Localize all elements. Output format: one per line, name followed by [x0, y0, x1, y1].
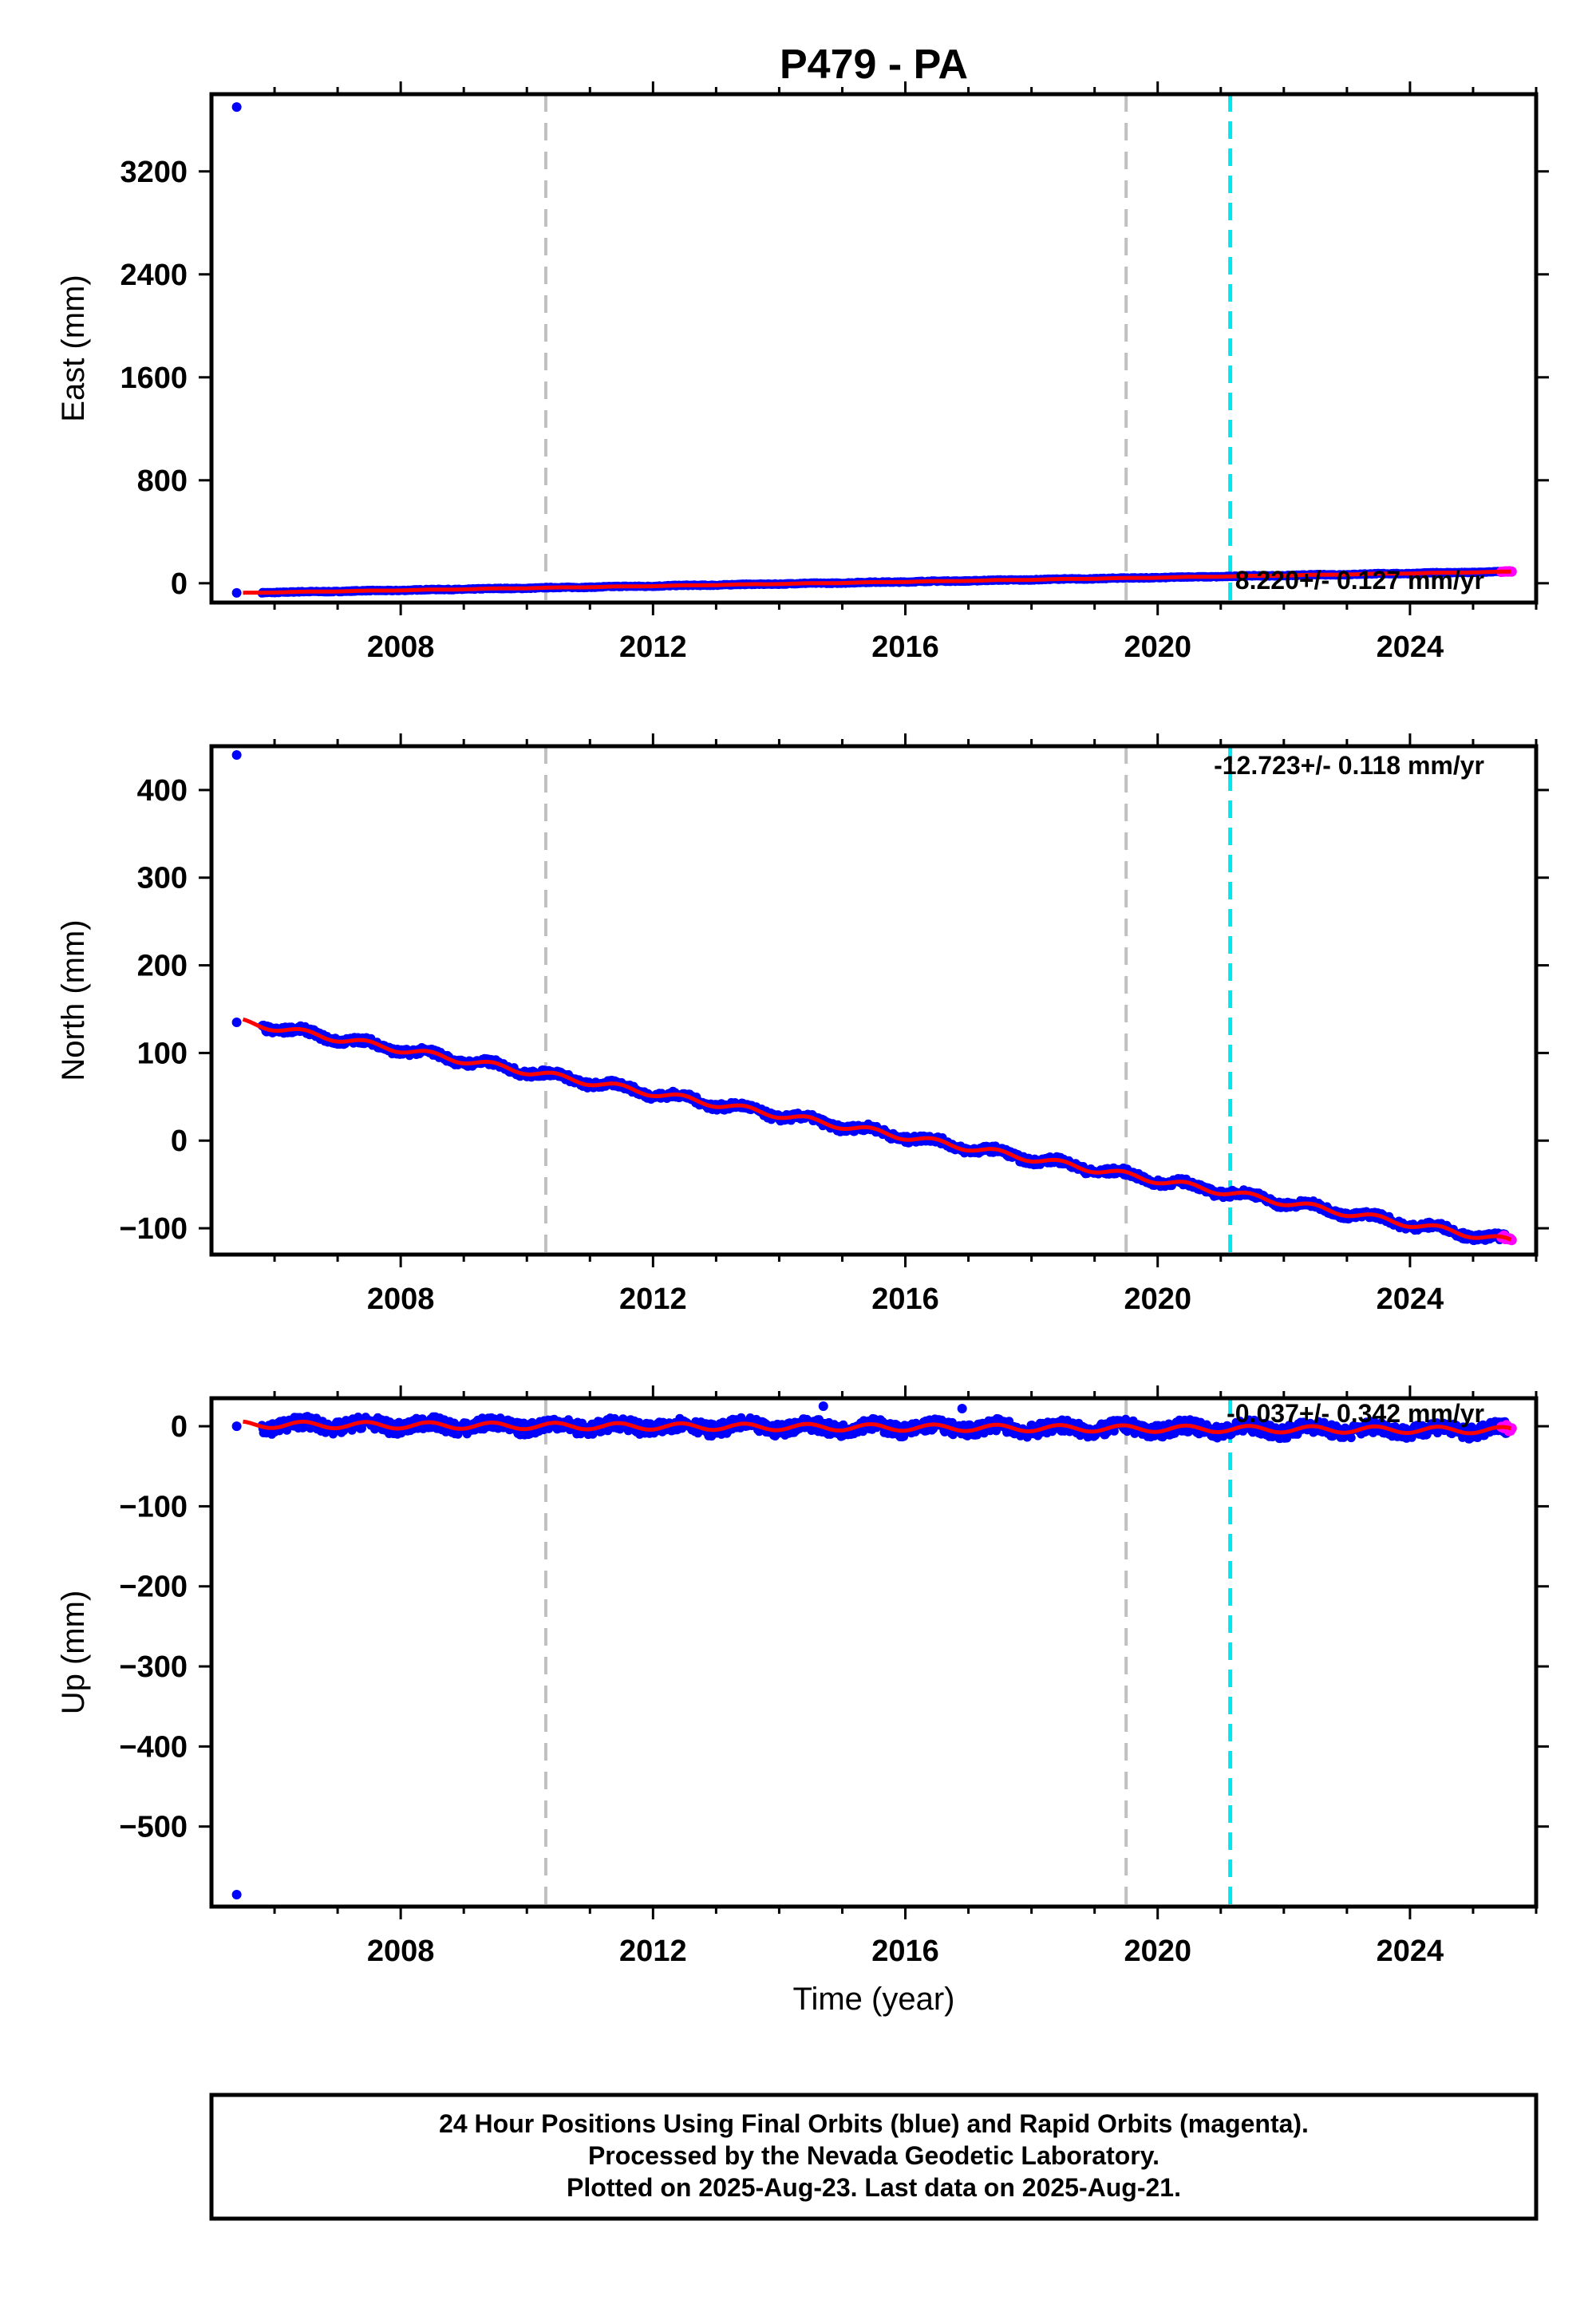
y-tick-label: 100 [137, 1037, 188, 1070]
velocity-rate-label: 8.220+/- 0.127 mm/yr [1235, 566, 1484, 595]
x-tick-label: 2020 [1124, 630, 1191, 664]
y-axis-label: East (mm) [56, 275, 91, 421]
model-fit-line [242, 1017, 1512, 1242]
figure-title: P479 - PA [780, 41, 968, 88]
y-tick-label: 1600 [120, 362, 188, 395]
x-tick-label: 2020 [1124, 1935, 1191, 1968]
plot-frame [209, 92, 1539, 605]
footer-box: 24 Hour Positions Using Final Orbits (bl… [209, 2093, 1539, 2221]
model-fit-line [243, 569, 1511, 595]
outlier-point-0 [231, 1889, 242, 1899]
x-tick-label: 2020 [1124, 1282, 1191, 1316]
y-axis-label: North (mm) [56, 919, 91, 1081]
y-tick-label: 800 [137, 464, 188, 498]
x-axis-label: Time (year) [793, 1982, 955, 2017]
y-tick-label: −100 [119, 1212, 188, 1246]
outlier-point-2 [818, 1401, 828, 1412]
outlier-point-1 [231, 1421, 242, 1432]
y-tick-label: 300 [137, 862, 188, 895]
y-tick-label: 0 [171, 567, 188, 601]
x-tick-label: 2016 [871, 630, 939, 664]
outlier-point-1 [231, 587, 242, 598]
y-axis-label: Up (mm) [56, 1591, 91, 1715]
x-tick-label: 2016 [871, 1935, 939, 1968]
x-tick-label: 2012 [619, 1282, 687, 1316]
x-tick-label: 2012 [619, 630, 687, 664]
model-fit-line [243, 1419, 1512, 1436]
y-tick-label: −200 [119, 1571, 188, 1604]
y-tick-label: 400 [137, 774, 188, 808]
footer-line-1: 24 Hour Positions Using Final Orbits (bl… [439, 2109, 1309, 2138]
x-tick-label: 2024 [1377, 1935, 1444, 1968]
north-panel: 2008 2012 2016 2020 2024 −100 0 100 200 300 400 Nor… [56, 733, 1549, 1316]
data-series [231, 1401, 1517, 1899]
x-tick-label: 2016 [871, 1282, 939, 1316]
footer-line-2: Processed by the Nevada Geodetic Laborat… [588, 2141, 1159, 2170]
y-tick-label: 200 [137, 950, 188, 983]
y-tick-label: 2400 [120, 259, 188, 292]
y-tick-label: 3200 [120, 156, 188, 189]
x-tick-label: 2008 [367, 1935, 435, 1968]
plot-frame [209, 744, 1539, 1257]
y-tick-label: −500 [119, 1811, 188, 1844]
y-tick-label: −400 [119, 1730, 188, 1764]
outlier-point-0 [231, 749, 242, 760]
velocity-rate-label: -0.037+/- 0.342 mm/yr [1227, 1399, 1484, 1428]
outlier-point-0 [231, 102, 242, 113]
x-tick-label: 2024 [1377, 1282, 1444, 1316]
velocity-rate-label: -12.723+/- 0.118 mm/yr [1214, 751, 1484, 780]
y-tick-label: 0 [171, 1410, 188, 1444]
outlier-point-3 [957, 1404, 967, 1414]
up-panel: 2008 2012 2016 2020 2024 −500 −400 −300 −200 −100… [56, 1385, 1549, 1968]
x-tick-label: 2024 [1377, 630, 1444, 664]
x-tick-label: 2008 [367, 630, 435, 664]
y-tick-label: 0 [171, 1124, 188, 1158]
footer-line-3: Plotted on 2025-Aug-23. Last data on 202… [567, 2173, 1181, 2202]
data-series [231, 749, 1517, 1246]
plot-frame [209, 1396, 1539, 1909]
data-series [231, 102, 1517, 598]
east-panel: 2008 2012 2016 2020 2024 0 800 1600 2400 3200 East… [56, 81, 1549, 664]
y-tick-label: −300 [119, 1650, 188, 1684]
y-tick-label: −100 [119, 1490, 188, 1524]
x-tick-label: 2008 [367, 1282, 435, 1316]
x-tick-label: 2012 [619, 1935, 687, 1968]
outlier-point-1 [231, 1017, 242, 1027]
